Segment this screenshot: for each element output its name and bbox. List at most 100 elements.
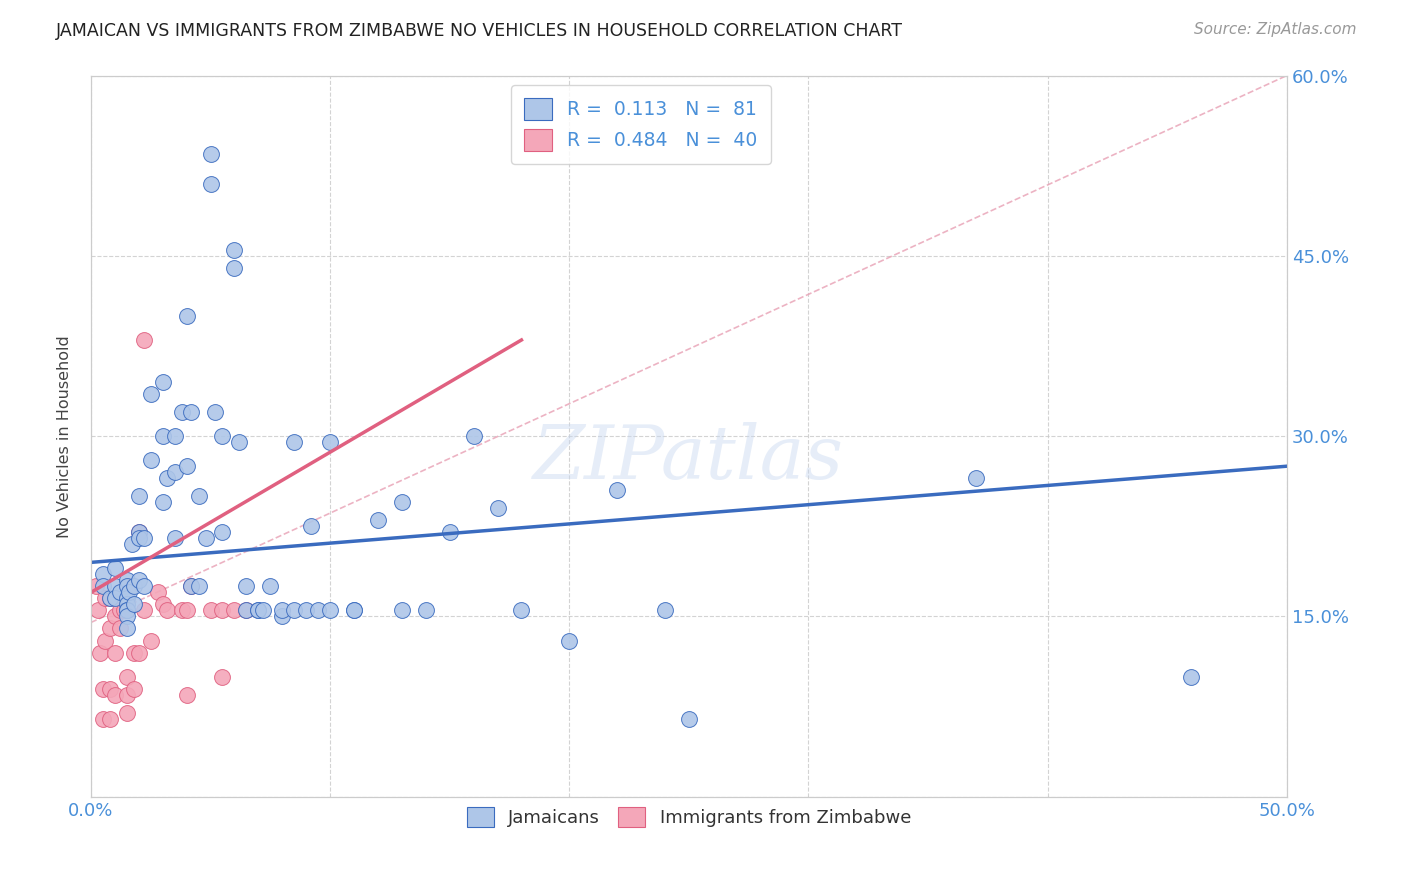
Point [211,603,233,617]
Point [115,598,138,612]
Text: JAMAICAN VS IMMIGRANTS FROM ZIMBABWE NO VEHICLES IN HOUSEHOLD CORRELATION CHART: JAMAICAN VS IMMIGRANTS FROM ZIMBABWE NO … [56,22,903,40]
Point [98,591,121,606]
Point [91,712,114,726]
Point [170,603,193,617]
Point [156,603,179,617]
Point [187,579,209,593]
Point [678,712,700,726]
Point [235,603,257,617]
Point [180,579,202,593]
Text: Source: ZipAtlas.com: Source: ZipAtlas.com [1194,22,1357,37]
Point [122,579,145,593]
Point [965,471,987,485]
Point [128,489,150,503]
Point [108,603,131,617]
Point [415,603,437,617]
Point [486,501,509,516]
Point [115,706,138,720]
Point [367,513,389,527]
Point [510,603,533,617]
Point [115,622,138,636]
Point [146,585,169,599]
Point [91,579,114,593]
Point [118,585,141,599]
Point [204,405,226,419]
Point [247,603,270,617]
Point [200,146,222,161]
Point [1180,669,1202,683]
Point [91,567,114,582]
Point [176,459,198,474]
Point [115,603,138,617]
Point [104,561,127,575]
Y-axis label: No Vehicles in Household: No Vehicles in Household [58,334,72,538]
Point [163,465,186,479]
Point [200,603,222,617]
Point [87,603,110,617]
Point [152,598,174,612]
Point [98,622,121,636]
Point [132,579,155,593]
Point [104,646,127,660]
Point [654,603,676,617]
Point [295,603,318,617]
Point [606,483,628,498]
Point [118,579,141,593]
Point [128,574,150,588]
Point [224,260,246,275]
Point [115,669,138,683]
Point [128,532,150,546]
Point [228,435,250,450]
Point [128,525,150,540]
Point [283,435,305,450]
Point [94,633,117,648]
Point [98,591,121,606]
Point [211,429,233,443]
Point [176,309,198,323]
Point [180,579,202,593]
Point [194,532,217,546]
Point [104,591,127,606]
Point [176,603,198,617]
Point [391,603,413,617]
Point [247,603,270,617]
Point [91,681,114,696]
Point [115,688,138,702]
Point [439,525,461,540]
Point [235,579,257,593]
Point [224,603,246,617]
Point [139,453,162,467]
Point [132,333,155,347]
Point [211,669,233,683]
Point [139,633,162,648]
Point [132,532,155,546]
Point [283,603,305,617]
Point [463,429,485,443]
Point [156,471,179,485]
Point [343,603,366,617]
Point [112,603,135,617]
Point [343,603,366,617]
Point [104,609,127,624]
Point [307,603,329,617]
Point [108,622,131,636]
Point [176,688,198,702]
Point [94,591,117,606]
Point [121,537,143,551]
Point [115,574,138,588]
Point [115,603,138,617]
Point [132,603,155,617]
Point [122,598,145,612]
Point [271,609,294,624]
Point [128,646,150,660]
Point [170,405,193,419]
Point [163,429,186,443]
Point [122,681,145,696]
Point [152,495,174,509]
Point [108,585,131,599]
Legend: Jamaicans, Immigrants from Zimbabwe: Jamaicans, Immigrants from Zimbabwe [460,799,918,835]
Point [259,579,281,593]
Point [319,603,342,617]
Point [115,579,138,593]
Point [152,375,174,389]
